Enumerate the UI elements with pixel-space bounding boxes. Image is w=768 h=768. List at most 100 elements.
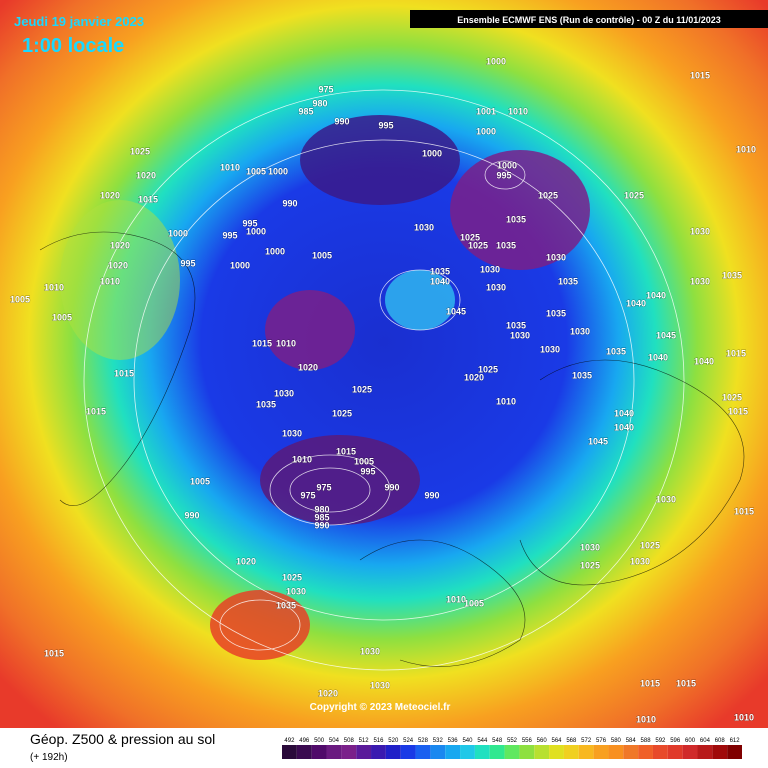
isobar-label: 1035 xyxy=(722,270,742,280)
colorbar-swatch xyxy=(638,745,653,759)
isobar-label: 990 xyxy=(384,482,399,492)
isobar-label: 990 xyxy=(334,116,349,126)
colorbar-swatch xyxy=(356,745,372,759)
isobar-label: 1000 xyxy=(476,126,496,136)
isobar-label: 990 xyxy=(424,490,439,500)
isobar-label: 1030 xyxy=(486,282,506,292)
isobar-label: 1010 xyxy=(292,454,312,464)
isobar-label: 1020 xyxy=(318,688,338,698)
colorbar-label: 500 xyxy=(314,738,325,744)
isobar-label: 1010 xyxy=(496,396,516,406)
isobar-label: 1010 xyxy=(636,714,656,724)
isobar-label: 1010 xyxy=(220,162,240,172)
isobar-label: 1020 xyxy=(100,190,120,200)
colorbar-label: 612 xyxy=(730,738,741,744)
isobar-label: 1045 xyxy=(446,306,466,316)
isobar-label: 1000 xyxy=(246,226,266,236)
isobar-label: 1030 xyxy=(690,226,710,236)
isobar-label: 995 xyxy=(222,230,237,240)
colorbar-swatch xyxy=(578,745,594,759)
isobar-label: 1015 xyxy=(336,446,356,456)
isobar-label: 1025 xyxy=(130,146,150,156)
isobar-label: 1005 xyxy=(312,250,332,260)
isobar-label: 1035 xyxy=(506,214,526,224)
colorbar-label: 496 xyxy=(299,738,310,744)
isobar-label: 1040 xyxy=(648,352,668,362)
isobar-label: 995 xyxy=(180,258,195,268)
colorbar-swatch xyxy=(326,745,342,759)
colorbar-swatch xyxy=(504,745,520,759)
isobar-label: 1030 xyxy=(510,330,530,340)
isobar-label: 975 xyxy=(300,490,315,500)
isobar-label: 1025 xyxy=(580,560,600,570)
isobar-label: 985 xyxy=(298,106,313,116)
isobar-label: 1000 xyxy=(168,228,188,238)
colorbar-swatch xyxy=(593,745,609,759)
isobar-label: 1000 xyxy=(230,260,250,270)
isobar-label: 975 xyxy=(316,482,331,492)
isobar-label: 1005 xyxy=(246,166,266,176)
isobar-label: 1035 xyxy=(430,266,450,276)
colorbar-label: 492 xyxy=(284,738,295,744)
colorbar-swatch xyxy=(727,745,742,759)
copyright: Copyright © 2023 Meteociel.fr xyxy=(310,702,451,713)
isobar-label: 990 xyxy=(282,198,297,208)
isobar-label: 1000 xyxy=(422,148,442,158)
isobar-label: 1000 xyxy=(265,246,285,256)
isobar-label: 1035 xyxy=(506,320,526,330)
colorbar-swatch xyxy=(563,745,579,759)
colorbar-swatch xyxy=(697,745,713,759)
colorbar-swatch xyxy=(445,745,461,759)
colorbar-swatch xyxy=(549,745,564,759)
isobar-label: 1020 xyxy=(108,260,128,270)
colorbar-label: 536 xyxy=(448,738,459,744)
colorbar-label: 516 xyxy=(373,738,384,744)
isobar-label: 980 xyxy=(312,98,327,108)
isobar-label: 1030 xyxy=(370,680,390,690)
colorbar-label: 540 xyxy=(462,738,473,744)
isobar-label: 1005 xyxy=(190,476,210,486)
isobar-label: 1020 xyxy=(298,362,318,372)
colorbar-swatch xyxy=(341,745,357,759)
isobar-label: 1030 xyxy=(540,344,560,354)
colorbar-label: 580 xyxy=(611,738,622,744)
isobar-label: 980 xyxy=(314,504,329,514)
isobar-label: 1015 xyxy=(734,506,754,516)
colorbar-label: 576 xyxy=(596,738,607,744)
colorbar-swatch xyxy=(682,745,698,759)
isobar-label: 1015 xyxy=(640,678,660,688)
isobar-label: 1025 xyxy=(538,190,558,200)
isobar-label: 1001 xyxy=(476,106,496,116)
isobar-label: 1020 xyxy=(236,556,256,566)
isobar-label: 1030 xyxy=(274,388,294,398)
isobar-label: 1030 xyxy=(656,494,676,504)
isobar-label: 1020 xyxy=(110,240,130,250)
colorbar-swatch xyxy=(608,745,624,759)
isobar-label: 1025 xyxy=(722,392,742,402)
isobar-label: 1015 xyxy=(114,368,134,378)
isobar-label: 1010 xyxy=(446,594,466,604)
colorbar-swatch xyxy=(371,745,386,759)
colorbar-swatch xyxy=(430,745,446,759)
isobar-label: 1030 xyxy=(546,252,566,262)
isobar-label: 1015 xyxy=(676,678,696,688)
isobar-label: 1010 xyxy=(508,106,528,116)
colorbar: 492 496 500 504 508 512 516 520 524 528 532 536 540 5… xyxy=(282,738,742,759)
isobar-label: 1020 xyxy=(464,372,484,382)
isobar-label: 1040 xyxy=(626,298,646,308)
colorbar-swatch xyxy=(296,745,312,759)
date: Jeudi 19 janvier 2023 xyxy=(14,14,144,29)
isobar-label: 1025 xyxy=(468,240,488,250)
colorbar-swatch xyxy=(534,745,550,759)
isobar-label: 1010 xyxy=(736,144,756,154)
lead-time: (+ 192h) xyxy=(30,752,68,763)
model-info: Ensemble ECMWF ENS (Run de contrôle) - 0… xyxy=(457,15,721,25)
isobar-label: 1035 xyxy=(276,600,296,610)
footer-title: Géop. Z500 & pression au sol xyxy=(30,731,215,747)
colorbar-swatch xyxy=(385,745,401,759)
time: 1:00 locale xyxy=(22,35,124,57)
colorbar-swatch xyxy=(474,745,490,759)
isobar-label: 1010 xyxy=(276,338,296,348)
colorbar-label: 560 xyxy=(537,738,548,744)
